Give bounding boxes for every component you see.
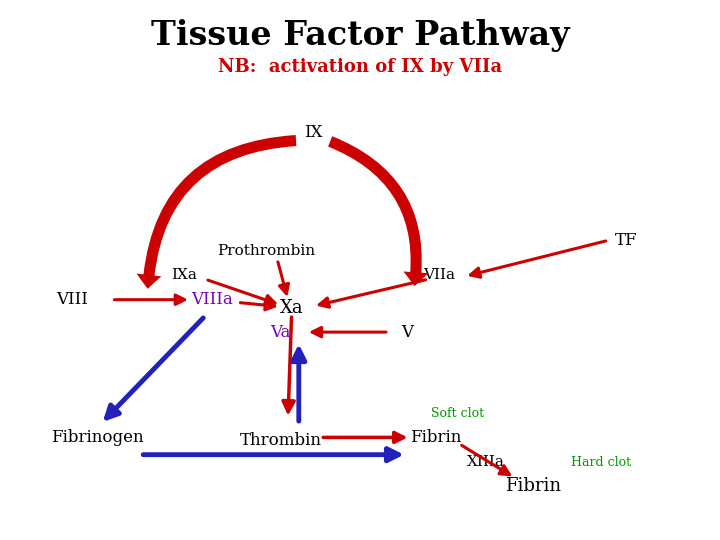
Text: Soft clot: Soft clot bbox=[431, 407, 484, 420]
Text: Thrombin: Thrombin bbox=[240, 431, 322, 449]
Text: Va: Va bbox=[271, 323, 291, 341]
Text: Xa: Xa bbox=[280, 299, 303, 317]
FancyArrowPatch shape bbox=[137, 135, 297, 289]
Text: V: V bbox=[401, 323, 413, 341]
Text: Fibrinogen: Fibrinogen bbox=[51, 429, 143, 446]
Text: VIII: VIII bbox=[56, 291, 88, 308]
Text: Fibrin: Fibrin bbox=[410, 429, 462, 446]
Text: TF: TF bbox=[615, 232, 638, 249]
Text: IX: IX bbox=[304, 124, 323, 141]
FancyArrowPatch shape bbox=[328, 136, 428, 286]
Text: VIIa: VIIa bbox=[423, 268, 455, 282]
Text: IXa: IXa bbox=[171, 268, 197, 282]
Text: Hard clot: Hard clot bbox=[571, 456, 631, 469]
Text: Fibrin: Fibrin bbox=[505, 477, 561, 495]
Text: Tissue Factor Pathway: Tissue Factor Pathway bbox=[150, 18, 570, 52]
Text: XIIIa: XIIIa bbox=[467, 455, 505, 469]
Text: NB:  activation of IX by VIIa: NB: activation of IX by VIIa bbox=[218, 58, 502, 77]
Text: Prothrombin: Prothrombin bbox=[217, 244, 315, 258]
Text: VIIIa: VIIIa bbox=[192, 291, 233, 308]
